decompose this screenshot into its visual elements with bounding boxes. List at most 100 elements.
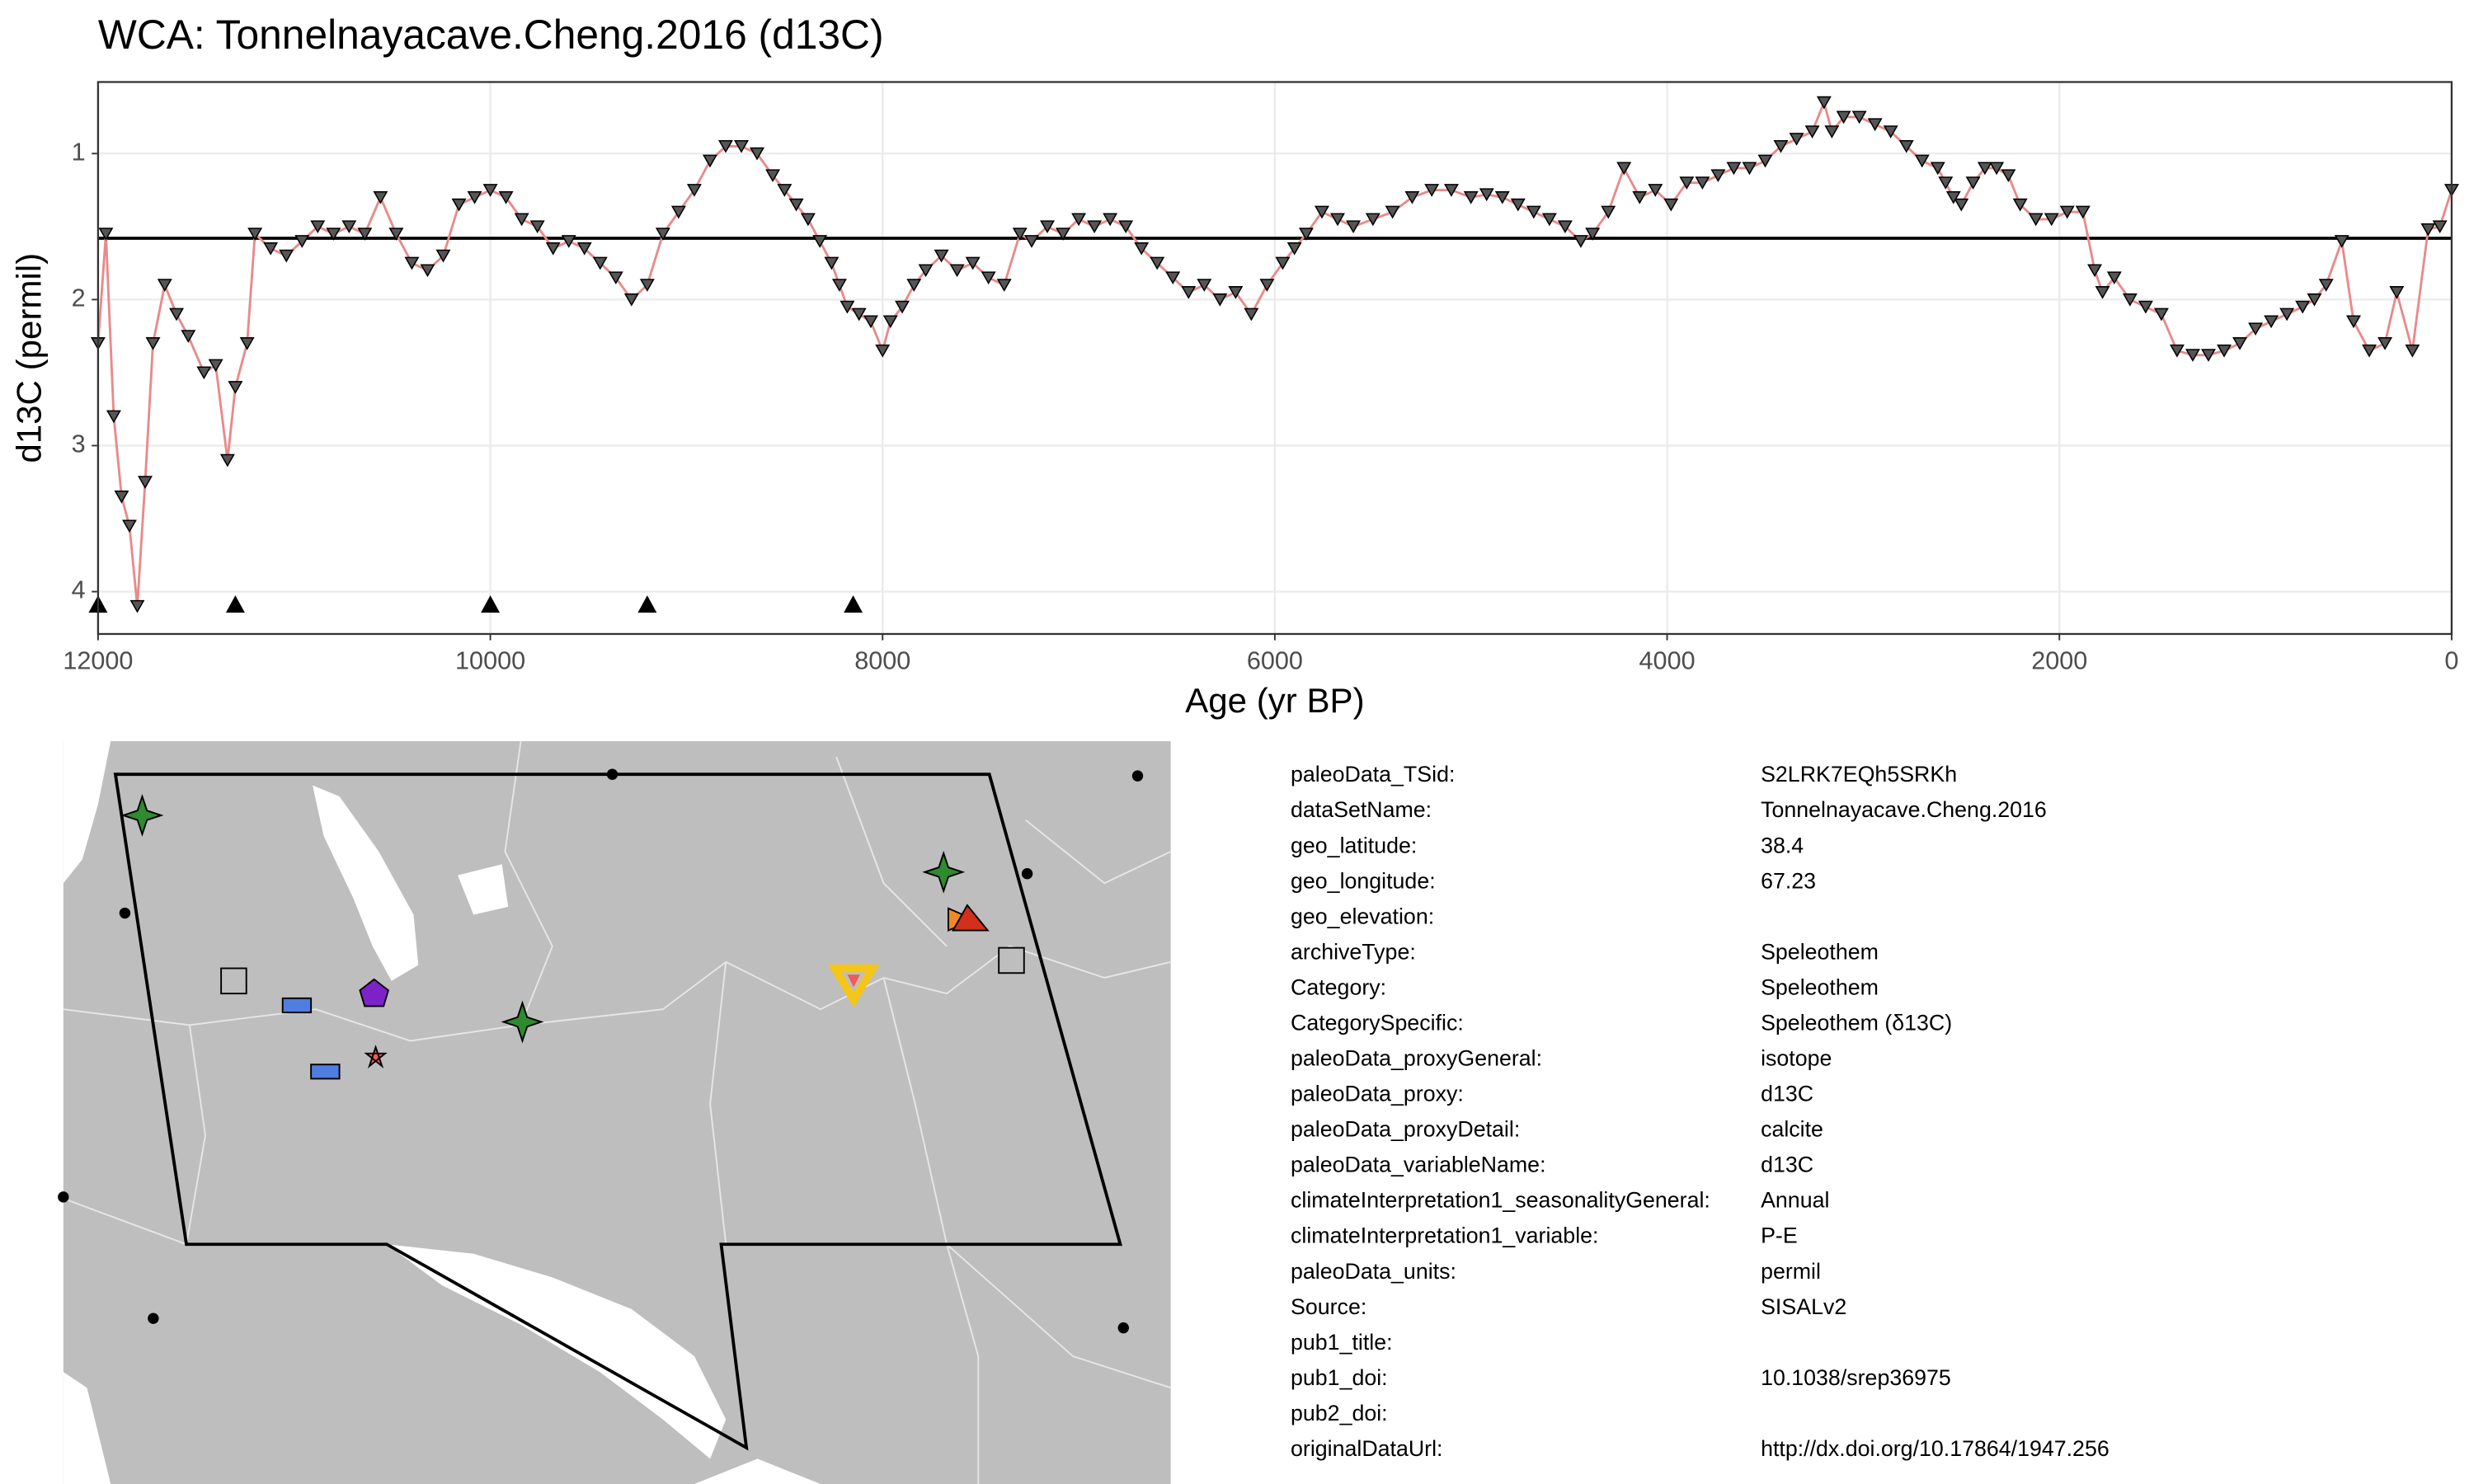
region-outline — [113, 773, 1122, 1451]
map — [58, 740, 1172, 1484]
data-point — [2028, 213, 2044, 227]
data-point — [138, 476, 153, 490]
metadata-key: originalDataUrl: — [1291, 1436, 1442, 1461]
data-point — [181, 330, 196, 343]
data-point — [2334, 235, 2349, 248]
data-point — [1150, 256, 1165, 270]
metadata-key: paleoData_TSid: — [1291, 762, 1455, 787]
data-point — [2012, 198, 2028, 212]
data-point — [106, 410, 121, 424]
data-point — [2248, 322, 2264, 336]
data-point — [1898, 139, 1914, 153]
data-point — [882, 315, 898, 329]
data-point — [2059, 205, 2075, 219]
data-point — [514, 213, 529, 227]
data-point — [2295, 300, 2311, 314]
data-point — [2122, 293, 2138, 307]
data-point — [1573, 235, 1588, 248]
data-point — [750, 147, 765, 161]
data-point — [1298, 228, 1314, 241]
data-point — [1883, 125, 1898, 139]
data-point — [1648, 184, 1663, 197]
data-point — [1118, 220, 1134, 234]
metadata-value: Speleothem (δ13C) — [1761, 1010, 1952, 1035]
x-tick-label: 4000 — [1639, 646, 1696, 674]
data-point — [718, 139, 733, 153]
metadata-value: http://dx.doi.org/10.17864/1947.256 — [1761, 1436, 2109, 1461]
data-point — [561, 235, 576, 248]
metadata-key: paleoData_units: — [1291, 1259, 1456, 1284]
data-point — [1510, 198, 1526, 212]
data-point — [219, 453, 235, 467]
water — [313, 785, 419, 981]
data-point — [734, 139, 749, 153]
data-point — [498, 190, 514, 204]
data-point — [239, 337, 255, 350]
data-point — [2405, 344, 2420, 358]
data-point — [196, 366, 212, 380]
data-point — [145, 337, 161, 350]
site-markers — [120, 793, 1025, 1080]
data-point — [1663, 198, 1679, 212]
data-point — [1851, 110, 1867, 124]
metadata-key: Category: — [1291, 974, 1386, 999]
y-tick-label: 3 — [72, 430, 86, 458]
data-point — [467, 190, 482, 204]
metadata-value: 67.23 — [1761, 868, 1816, 893]
data-point — [451, 198, 467, 212]
data-point — [608, 271, 623, 285]
data-point — [1244, 308, 1259, 322]
metadata-value: isotope — [1761, 1046, 1832, 1071]
x-tick-label: 0 — [2444, 646, 2458, 674]
data-point — [373, 190, 388, 204]
data-point — [1867, 118, 1883, 132]
metadata-key: climateInterpretation1_seasonalityGenera… — [1291, 1188, 1710, 1213]
data-point — [1616, 162, 1632, 176]
metadata-value: permil — [1761, 1259, 1821, 1284]
data-point — [1346, 220, 1362, 234]
data-point — [2318, 279, 2334, 292]
data-point — [949, 264, 965, 278]
data-point — [545, 242, 561, 256]
data-point — [1087, 220, 1103, 234]
data-point — [1695, 176, 1710, 190]
metadata-key: pub1_title: — [1291, 1330, 1393, 1355]
data-point — [129, 599, 145, 613]
data-point — [121, 519, 137, 533]
data-point — [2307, 293, 2322, 307]
metadata-value: P-E — [1761, 1223, 1798, 1248]
data-point — [1989, 162, 2005, 176]
data-point — [294, 235, 310, 248]
plot-area: 1 2 3 4 12000 10000 8000 6000 4000 2000 0 — [63, 81, 2459, 674]
data-point — [1103, 213, 1118, 227]
data-point — [996, 279, 1012, 292]
data-point — [1601, 205, 1616, 219]
data-point — [1181, 286, 1197, 299]
data-point — [169, 308, 185, 322]
data-point — [1914, 154, 1930, 168]
data-point — [812, 235, 828, 248]
data-point — [2138, 300, 2153, 314]
metadata-key: geo_longitude: — [1291, 868, 1436, 893]
data-point — [208, 359, 223, 373]
water — [694, 1458, 821, 1484]
data-point — [2264, 315, 2279, 329]
data-point — [228, 381, 243, 394]
data-point — [263, 242, 279, 256]
metadata-value: 38.4 — [1761, 833, 1804, 857]
data-point — [1040, 220, 1055, 234]
data-point — [875, 344, 891, 358]
data-point — [686, 184, 702, 197]
data-point — [1479, 188, 1494, 202]
data-point — [1945, 190, 1961, 204]
water — [386, 1244, 727, 1459]
data-point — [1463, 190, 1479, 204]
data-point — [2432, 220, 2448, 234]
data-point — [1385, 205, 1400, 219]
y-tick-label: 1 — [72, 138, 86, 166]
data-point — [1557, 220, 1573, 234]
metadata-value: d13C — [1761, 1082, 1813, 1106]
metadata-key: pub2_doi: — [1291, 1401, 1388, 1425]
age-marker — [481, 595, 501, 613]
